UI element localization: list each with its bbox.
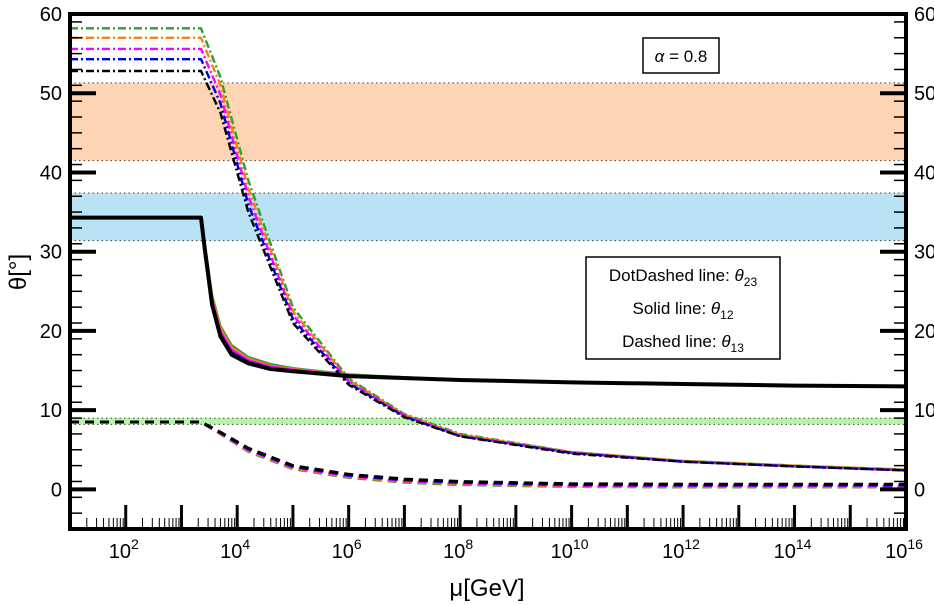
series-layer [70,27,907,489]
x-tick-label: 1014 [774,536,812,563]
y-tick-label-left: 30 [40,242,62,264]
y-tick-label-right: 20 [914,321,934,343]
legend-entry-theta13: Dashed line: θ13 [622,332,744,355]
y-tick-label-left: 20 [40,321,62,343]
bands-layer [70,82,906,425]
y-tick-label-left: 10 [40,400,62,422]
x-tick-label: 1016 [885,536,923,563]
y-tick-label-right: 60 [914,4,934,26]
x-tick-label: 104 [220,536,250,563]
legend: DotDashed line: θ23 Solid line: θ12 Dash… [585,256,781,360]
alpha-annotation-text: α = 0.8 [655,47,708,66]
x-tick-label: 102 [109,536,139,563]
x-tick-label: 108 [443,536,473,563]
legend-entry-theta23: DotDashed line: θ23 [609,266,758,289]
x-tick-label: 106 [332,536,362,563]
alpha-annotation-frame [642,37,720,74]
theta13-black-line [70,420,906,486]
y-tick-label-left: 60 [40,4,62,26]
y-tick-label-left: 40 [40,162,62,184]
alpha-annotation: α = 0.8 [642,37,720,74]
y-tick-label-right: 30 [914,242,934,264]
theta13-range-band [70,418,906,425]
plot-frame [68,12,908,531]
theta12-black-line [70,215,907,389]
theta13-green-line [70,420,906,489]
x-tick-label: 1012 [662,536,700,563]
y-tick-label-right: 40 [914,162,934,184]
theta13-magenta-line [70,420,906,488]
theta13-orange-line [70,420,906,489]
y-tick-label-right: 50 [914,83,934,105]
y-tick-label-left: 0 [51,479,62,501]
y-tick-label-right: 10 [914,400,934,422]
theta23-range-band [70,82,906,161]
x-tick-label: 1010 [551,536,589,563]
y-tick-label-left: 50 [40,83,62,105]
x-axis-label: μ[GeV] [449,575,524,602]
theta23-black-line [70,69,907,472]
legend-frame [585,256,781,360]
y-tick-label-right: 0 [914,479,925,501]
theta12-range-band [70,193,906,241]
theta13-blue-line [70,420,906,487]
y-axis-label: θ[°] [5,254,32,290]
legend-entry-theta12: Solid line: θ12 [632,299,733,322]
